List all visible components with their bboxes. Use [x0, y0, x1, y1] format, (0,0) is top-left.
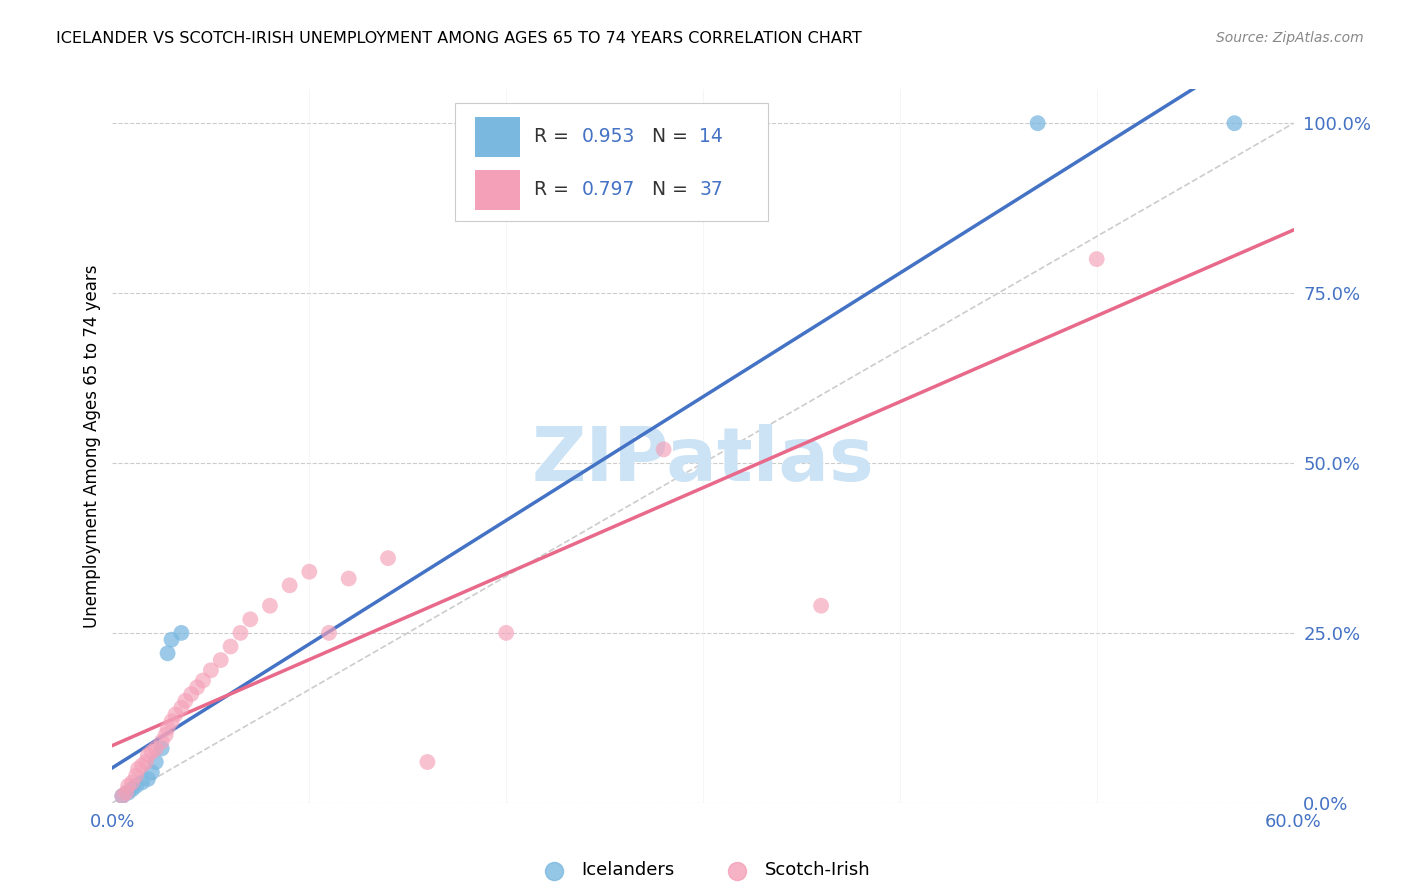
Text: ICELANDER VS SCOTCH-IRISH UNEMPLOYMENT AMONG AGES 65 TO 74 YEARS CORRELATION CHA: ICELANDER VS SCOTCH-IRISH UNEMPLOYMENT A…	[56, 31, 862, 46]
Point	[117, 786, 139, 800]
Point	[318, 626, 340, 640]
Text: N =: N =	[652, 128, 695, 146]
Point	[174, 694, 197, 708]
Point	[229, 626, 252, 640]
Point	[298, 565, 321, 579]
FancyBboxPatch shape	[475, 117, 520, 156]
FancyBboxPatch shape	[456, 103, 768, 221]
Point	[141, 745, 163, 759]
Point	[131, 775, 153, 789]
Point	[278, 578, 301, 592]
Point	[150, 741, 173, 756]
Point	[1085, 252, 1108, 266]
Point	[652, 442, 675, 457]
Point	[117, 779, 139, 793]
Text: 37: 37	[699, 180, 723, 200]
Legend: Icelanders, Scotch-Irish: Icelanders, Scotch-Irish	[529, 855, 877, 887]
Text: R =: R =	[534, 128, 575, 146]
Point	[131, 758, 153, 772]
Point	[121, 782, 143, 797]
Text: Source: ZipAtlas.com: Source: ZipAtlas.com	[1216, 31, 1364, 45]
Point	[125, 779, 148, 793]
Point	[377, 551, 399, 566]
Point	[135, 755, 157, 769]
Point	[145, 741, 167, 756]
Point	[115, 786, 138, 800]
Point	[155, 728, 177, 742]
Point	[141, 765, 163, 780]
Text: 14: 14	[699, 128, 723, 146]
Point	[111, 789, 134, 803]
Text: 0.797: 0.797	[581, 180, 634, 200]
Point	[136, 772, 159, 786]
Point	[337, 572, 360, 586]
Text: 0.953: 0.953	[581, 128, 634, 146]
Point	[121, 775, 143, 789]
Text: R =: R =	[534, 180, 575, 200]
Point	[1223, 116, 1246, 130]
FancyBboxPatch shape	[475, 170, 520, 210]
Point	[156, 721, 179, 735]
Point	[180, 687, 202, 701]
Point	[259, 599, 281, 613]
Point	[186, 680, 208, 694]
Point	[416, 755, 439, 769]
Point	[1026, 116, 1049, 130]
Point	[145, 755, 167, 769]
Point	[160, 632, 183, 647]
Point	[156, 646, 179, 660]
Point	[136, 748, 159, 763]
Point	[239, 612, 262, 626]
Text: ZIPatlas: ZIPatlas	[531, 424, 875, 497]
Point	[219, 640, 242, 654]
Point	[125, 769, 148, 783]
Point	[495, 626, 517, 640]
Point	[170, 700, 193, 714]
Point	[200, 663, 222, 677]
Point	[209, 653, 232, 667]
Point	[165, 707, 187, 722]
Point	[127, 762, 149, 776]
Point	[191, 673, 214, 688]
Point	[160, 714, 183, 729]
Y-axis label: Unemployment Among Ages 65 to 74 years: Unemployment Among Ages 65 to 74 years	[83, 264, 101, 628]
Point	[810, 599, 832, 613]
Point	[150, 734, 173, 748]
Point	[170, 626, 193, 640]
Point	[111, 789, 134, 803]
Text: N =: N =	[652, 180, 695, 200]
